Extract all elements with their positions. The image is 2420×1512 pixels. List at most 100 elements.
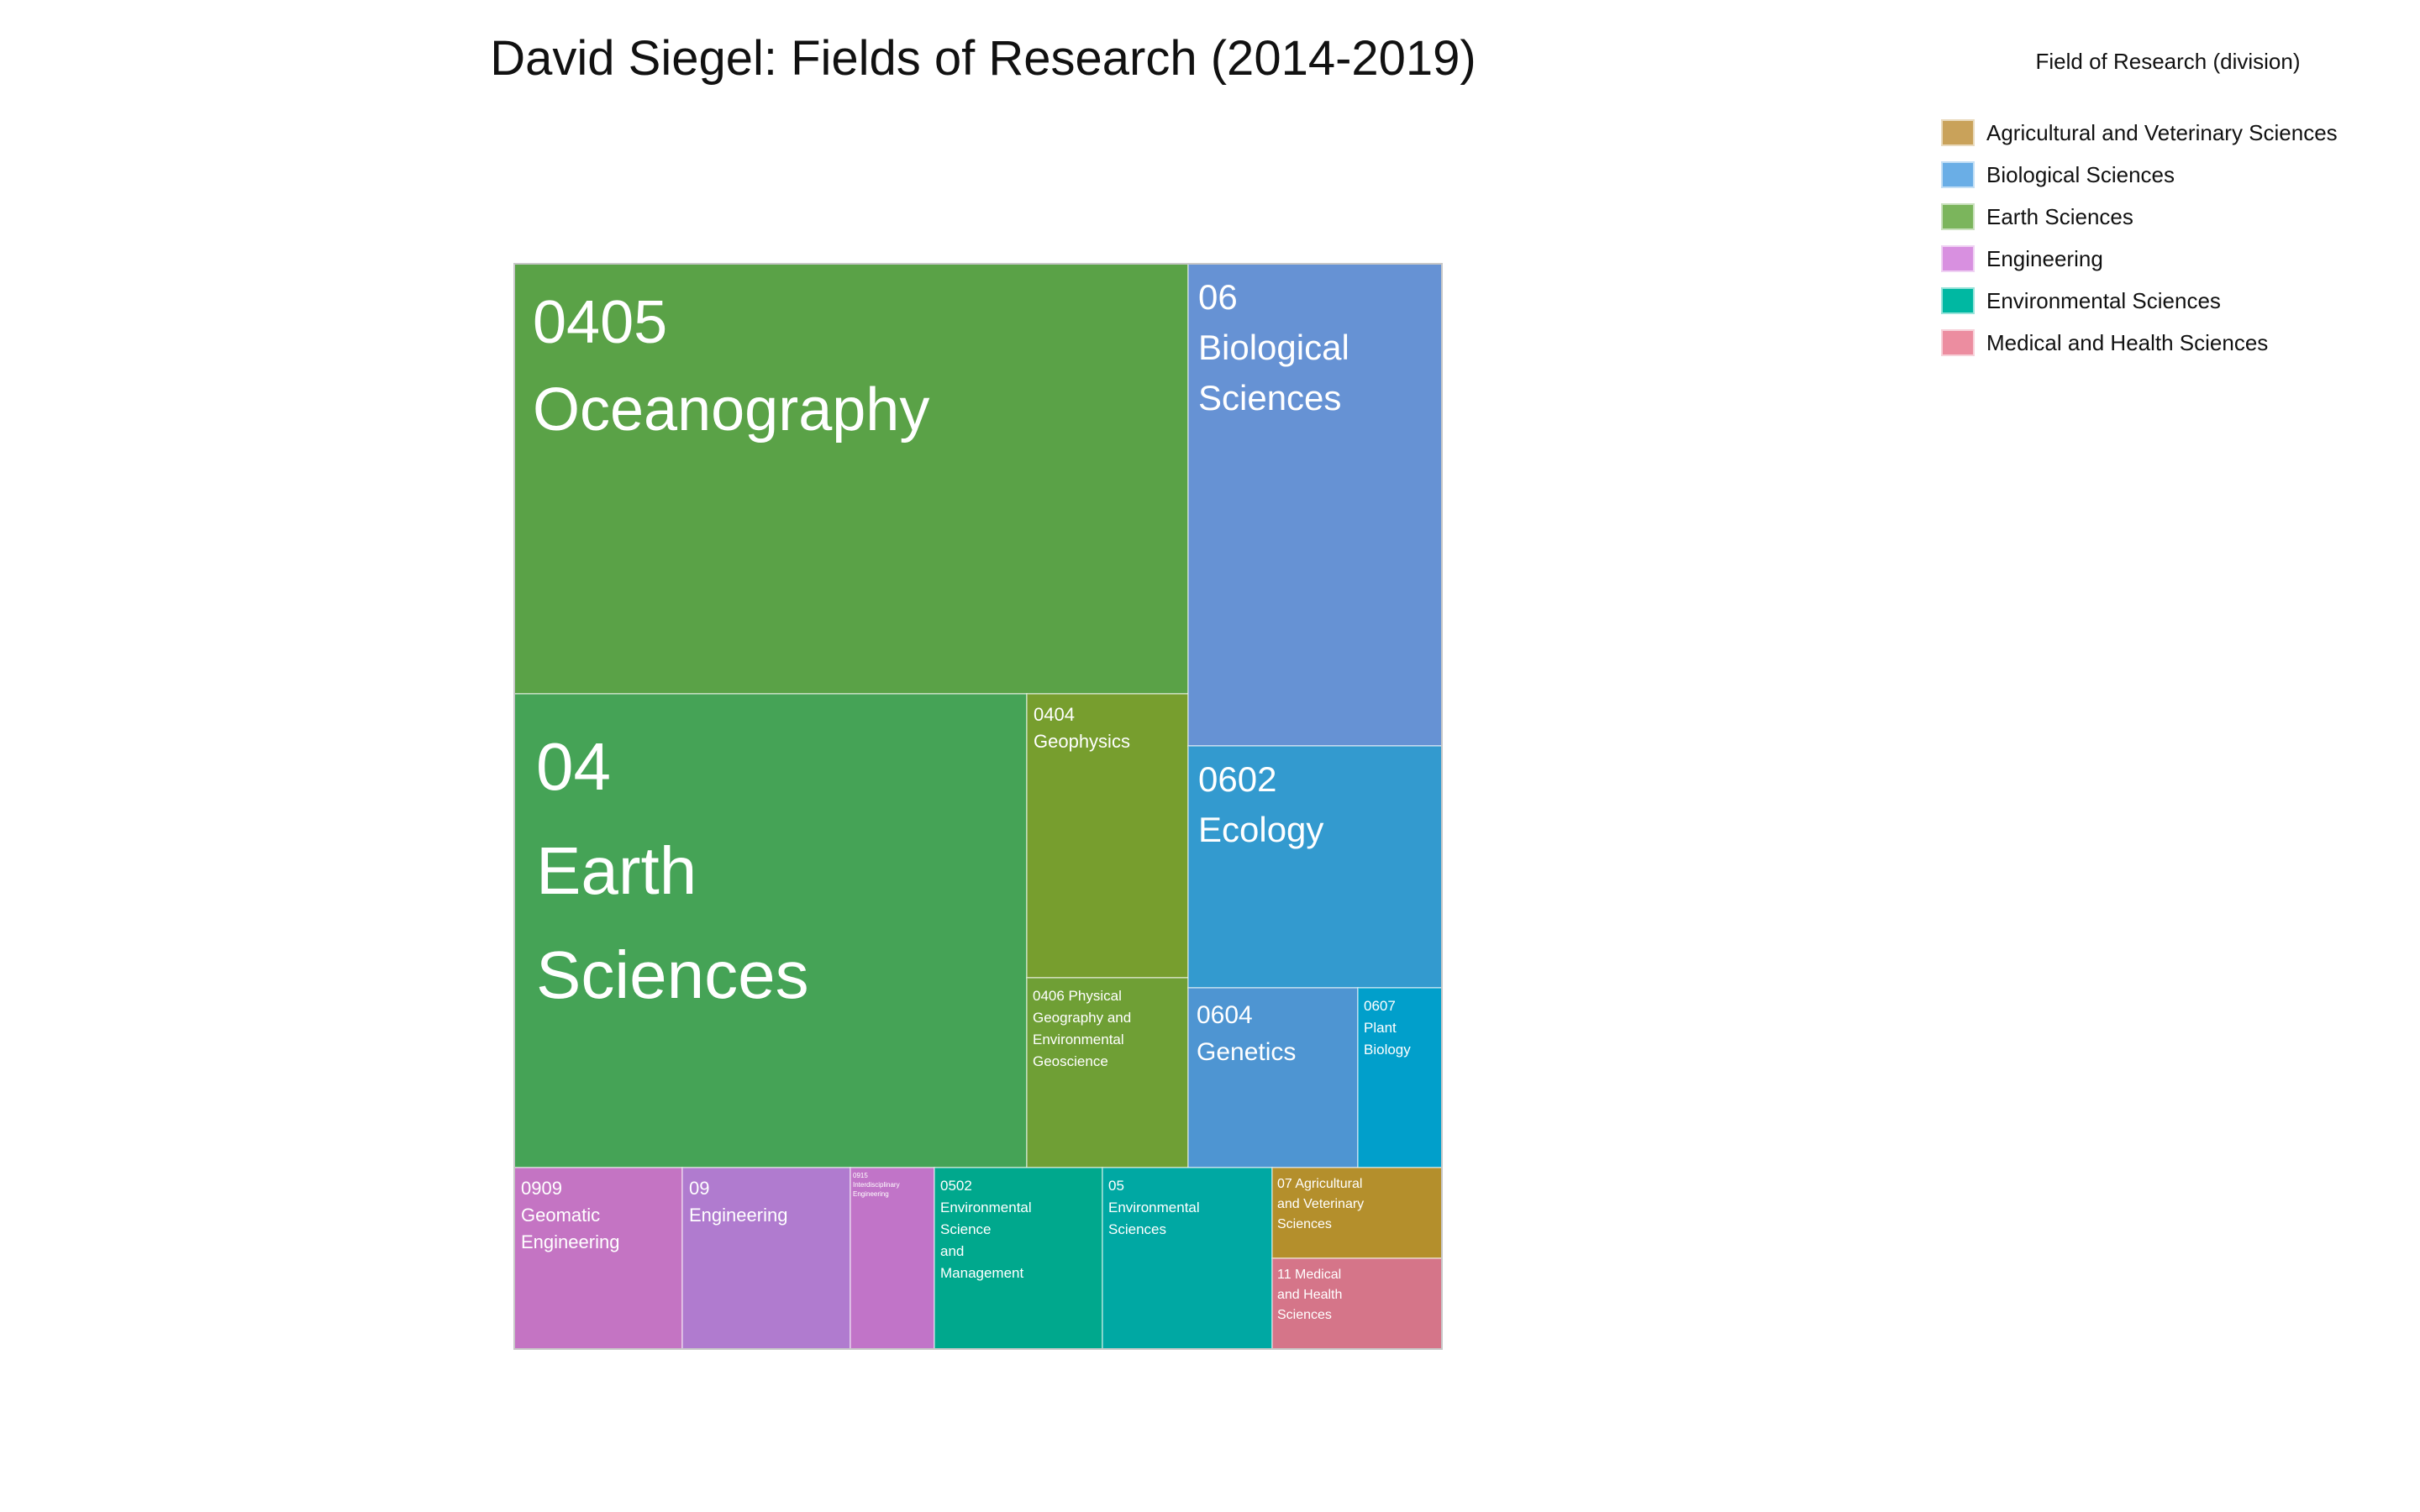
tile-label: 0909 Geomatic Engineering — [521, 1178, 619, 1252]
tile-label-line: Engineering — [521, 1231, 619, 1252]
tile-label-line: Geomatic — [521, 1205, 600, 1226]
tile-environmental-science-management[interactable]: 0502 Environmental Science and Management — [934, 1167, 1103, 1350]
tile-label-line: 07 Agricultural — [1277, 1177, 1362, 1191]
legend-label: Engineering — [1986, 245, 2103, 271]
tile-geophysics[interactable]: 0404 Geophysics — [1026, 693, 1189, 979]
tile-interdisciplinary-engineering[interactable]: 0915 Interdisciplinary Engineering — [850, 1167, 935, 1350]
tile-label-line: Sciences — [1198, 378, 1341, 417]
legend: Field of Research (division) Agricultura… — [1933, 0, 2403, 403]
tile-rect — [1271, 1257, 1443, 1350]
tile-label-line: 0602 — [1198, 759, 1276, 799]
tile-label-line: and — [940, 1243, 964, 1259]
tile-label-line: Sciences — [1277, 1217, 1332, 1231]
tile-ecology[interactable]: 0602 Ecology — [1187, 745, 1443, 989]
tile-label-line: Management — [940, 1265, 1024, 1281]
tile-label-line: 09 — [689, 1178, 709, 1199]
tile-biological-sciences[interactable]: 06 Biological Sciences — [1187, 263, 1443, 747]
tile-medical-health[interactable]: 11 Medical and Health Sciences — [1271, 1257, 1443, 1350]
tile-label: 09 Engineering — [689, 1178, 787, 1226]
tile-plant-biology[interactable]: 0607 Plant Biology — [1357, 987, 1443, 1168]
tile-label-line: 0406 Physical — [1033, 988, 1122, 1004]
tile-label-line: Earth — [536, 833, 697, 908]
tile-label-line: Geophysics — [1034, 731, 1130, 752]
legend-item-agricultural-veterinary[interactable]: Agricultural and Veterinary Sciences — [1941, 118, 2338, 148]
tile-label-line: Sciences — [1277, 1308, 1332, 1322]
legend-swatch — [1941, 119, 1975, 146]
tile-label: 07 Agricultural and Veterinary Sciences — [1277, 1177, 1364, 1231]
tile-rect — [1102, 1167, 1273, 1350]
tile-rect — [1271, 1167, 1443, 1259]
tile-environmental-sciences[interactable]: 05 Environmental Sciences — [1102, 1167, 1273, 1350]
tile-rect — [513, 263, 1189, 695]
tile-oceanography[interactable]: 0405 Oceanography — [513, 263, 1189, 695]
legend-item-earth-sciences[interactable]: Earth Sciences — [1941, 202, 2133, 232]
legend-item-medical-health[interactable]: Medical and Health Sciences — [1941, 328, 2268, 358]
tile-geomatic-engineering[interactable]: 0909 Geomatic Engineering — [513, 1167, 683, 1350]
tile-agricultural-veterinary[interactable]: 07 Agricultural and Veterinary Sciences — [1271, 1167, 1443, 1259]
tile-label-line: 0607 — [1364, 998, 1396, 1014]
chart-title: David Siegel: Fields of Research (2014-2… — [490, 31, 1476, 86]
tile-label: 0607 Plant Biology — [1364, 998, 1411, 1058]
tile-physical-geography[interactable]: 0406 Physical Geography and Environmental G… — [1026, 977, 1189, 1168]
tile-label-line: Science — [940, 1221, 991, 1237]
tile-label-line: 0404 — [1034, 704, 1075, 725]
tile-label-line: Geoscience — [1033, 1053, 1108, 1069]
tile-genetics[interactable]: 0604 Genetics — [1187, 987, 1359, 1168]
tile-rect — [1187, 263, 1443, 747]
legend-label: Biological Sciences — [1986, 161, 2175, 187]
tile-engineering[interactable]: 09 Engineering — [681, 1167, 851, 1350]
legend-swatch — [1941, 329, 1975, 356]
tile-label-line: Genetics — [1197, 1038, 1296, 1066]
tile-label: 0602 Ecology — [1198, 759, 1323, 849]
tile-label-line: Environmental — [1108, 1200, 1200, 1215]
tile-label-line: 0909 — [521, 1178, 562, 1199]
treemap-frame — [513, 263, 1443, 1350]
tile-label: 0405 Oceanography — [533, 289, 929, 444]
tile-label: 04 Earth Sciences — [536, 729, 809, 1012]
legend-swatch — [1941, 161, 1975, 188]
tile-label: 06 Biological Sciences — [1198, 277, 1349, 417]
tile-label-line: 11 Medical — [1277, 1268, 1341, 1282]
tile-label-line: 06 — [1198, 277, 1238, 317]
tile-label-line: 0915 — [853, 1172, 868, 1179]
tile-label-line: Ecology — [1198, 810, 1323, 849]
tile-label-line: Environmental — [940, 1200, 1032, 1215]
tile-label: 0404 Geophysics — [1034, 704, 1130, 752]
tile-label-line: Sciences — [536, 937, 809, 1012]
tile-label-line: Biological — [1198, 328, 1349, 367]
tile-label-line: and Health — [1277, 1288, 1342, 1302]
legend-swatch — [1941, 245, 1975, 272]
tile-rect — [1187, 745, 1443, 989]
legend-item-environmental-sciences[interactable]: Environmental Sciences — [1941, 286, 2221, 316]
legend-label: Medical and Health Sciences — [1986, 329, 2269, 355]
tile-label-line: Oceanography — [533, 376, 929, 444]
tile-label: 0604 Genetics — [1197, 1001, 1296, 1066]
legend-title: Field of Research (division) — [2035, 49, 2301, 74]
tile-label: 11 Medical and Health Sciences — [1277, 1268, 1342, 1322]
tile-label-line: Engineering — [853, 1190, 889, 1198]
tile-rect — [681, 1167, 851, 1350]
legend-swatch — [1941, 203, 1975, 230]
tile-label: 05 Environmental Sciences — [1108, 1178, 1200, 1237]
tile-label-line: Sciences — [1108, 1221, 1166, 1237]
tile-label-line: 0405 — [533, 289, 667, 356]
tile-label-line: Engineering — [689, 1205, 787, 1226]
legend-item-engineering[interactable]: Engineering — [1941, 244, 2103, 274]
tile-label-line: 05 — [1108, 1178, 1124, 1194]
tile-label-line: Environmental — [1033, 1032, 1124, 1047]
legend-swatch — [1941, 287, 1975, 314]
tile-rect — [1187, 987, 1359, 1168]
tile-label-line: 0604 — [1197, 1001, 1253, 1029]
tile-earth-sciences[interactable]: 04 Earth Sciences — [513, 693, 1028, 1168]
tile-label-line: Interdisciplinary — [853, 1181, 900, 1189]
legend-item-biological-sciences[interactable]: Biological Sciences — [1941, 160, 2175, 190]
legend-label: Environmental Sciences — [1986, 287, 2221, 313]
tile-label-line: Biology — [1364, 1042, 1411, 1058]
tile-rect — [934, 1167, 1103, 1350]
tile-label: 0502 Environmental Science and Management — [940, 1178, 1032, 1281]
legend-label: Earth Sciences — [1986, 203, 2133, 229]
tile-label: 0406 Physical Geography and Environmental G… — [1033, 988, 1131, 1069]
legend-label: Agricultural and Veterinary Sciences — [1986, 119, 2338, 145]
tile-label-line: Geography and — [1033, 1010, 1131, 1026]
